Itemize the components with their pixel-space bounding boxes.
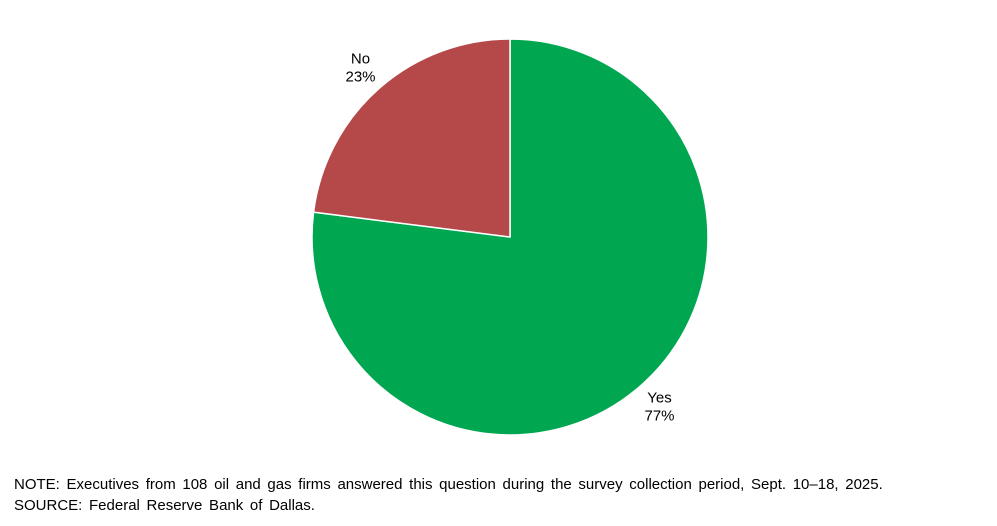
pie-slice-no: [312, 38, 511, 238]
pie-slice-yes: [311, 38, 709, 436]
note-line: NOTE: Executives from 108 oil and gas fi…: [14, 476, 883, 493]
pie-chart: Yes 77% No 23%: [311, 38, 709, 436]
slice-label-yes: Yes 77%: [644, 390, 674, 425]
chart-footnote: NOTE: Executives from 108 oil and gas fi…: [14, 474, 983, 516]
source-line: SOURCE: Federal Reserve Bank of Dallas.: [14, 497, 315, 514]
slice-label-no: No 23%: [345, 51, 375, 86]
